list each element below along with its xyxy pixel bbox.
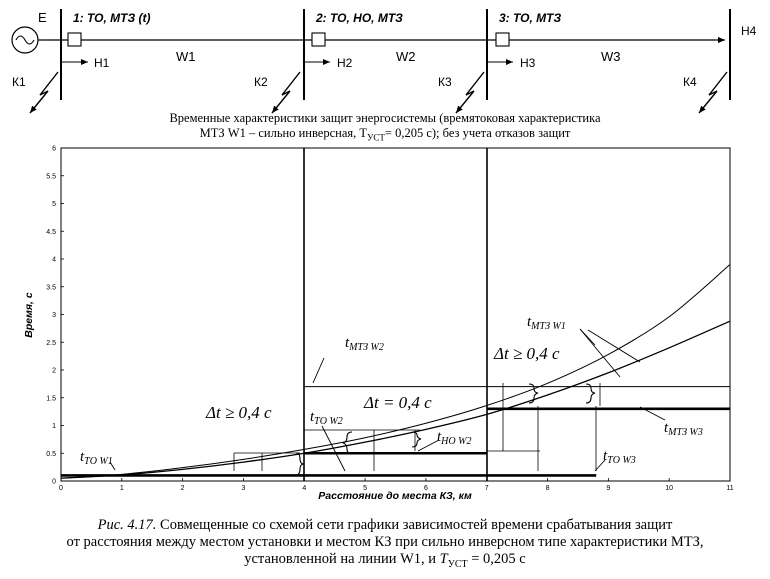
x-tick-label: 6	[424, 485, 428, 492]
label-t-mtz-w3: tМТЗ W3	[664, 420, 703, 438]
x-axis-ticks: 0 1 2 3 4 5 6 7 8 9 10 11	[59, 478, 734, 492]
x-tick-label: 5	[363, 485, 367, 492]
load-arrow-1	[60, 52, 88, 65]
delta-braces	[295, 383, 596, 476]
load-label-4: Н4	[741, 24, 757, 38]
load-arrow-3	[486, 52, 513, 65]
caption-line-3: установленной на линии W1, и TУСТ = 0,20…	[244, 551, 526, 570]
y-axis-ticks: 0 0.5 1 1.5 2 2.5 3 3.5 4 4.5 5 5.5 6	[46, 146, 64, 486]
line-label-w1: W1	[176, 49, 196, 64]
y-tick-label: 2.5	[46, 340, 56, 347]
chart-title-line-1: Временные характеристики защит энергосис…	[169, 111, 601, 125]
fault-label-k3: К3	[438, 75, 452, 89]
y-tick-label: 3.5	[46, 284, 56, 291]
fault-label-k2: К2	[254, 75, 268, 89]
load-arrow-2	[303, 52, 330, 65]
label-t-mtz-w2: tМТЗ W2	[345, 335, 384, 353]
series-line-1	[60, 320, 731, 479]
x-axis-label: Расстояние до места КЗ, км	[318, 490, 472, 502]
label-t-to-w1: tТО W1	[80, 449, 113, 467]
line-label-w2: W2	[396, 49, 416, 64]
y-tick-label: 6	[52, 146, 56, 153]
chart-title: Временные характеристики защит энергосис…	[0, 111, 770, 146]
x-tick-label: 0	[59, 485, 63, 492]
y-tick-label: 3	[52, 312, 56, 319]
chart: 0 1 2 3 4 5 6 7 8 9 10 11 0 0.5 1 1.5 2 2.5 3 3.5 4 4.5 5 5.5 6…	[23, 146, 734, 503]
y-tick-label: 5.5	[46, 173, 56, 180]
label-t-to-w3: tТО W3	[603, 448, 636, 466]
fault-icon-k3	[455, 71, 485, 114]
y-tick-label: 1	[52, 423, 56, 430]
station-label-1: 1: ТО, МТЗ (t)	[73, 11, 151, 25]
line-label-w3: W3	[601, 49, 621, 64]
delta-t-annotation-3: Δt ≥ 0,4 с	[493, 344, 560, 363]
fault-icon-k1	[29, 71, 59, 114]
y-tick-label: 0.5	[46, 451, 56, 458]
caption-line-1: Рис. 4.17. Совмещенные со схемой сети гр…	[97, 517, 673, 533]
chart-title-line-2: МТЗ W1 – сильно инверсная, TУСТ= 0,205 с…	[199, 126, 571, 143]
y-tick-label: 0	[52, 479, 56, 486]
x-tick-label: 4	[302, 485, 306, 492]
series-layer	[60, 264, 731, 479]
fault-icon-k2	[271, 71, 301, 114]
series-line-0	[60, 264, 731, 479]
y-tick-label: 1.5	[46, 395, 56, 402]
fault-label-k4: К4	[683, 75, 697, 89]
y-tick-label: 4.5	[46, 229, 56, 236]
figure-number: Рис. 4.17.	[97, 517, 157, 533]
station-label-3: 3: ТО, МТЗ	[499, 11, 562, 25]
y-tick-label: 4	[52, 257, 56, 264]
x-tick-label: 11	[726, 485, 733, 492]
caption-line-2: от расстояния между местом установки и м…	[66, 534, 704, 550]
y-tick-label: 2	[52, 368, 56, 375]
load-label-3: Н3	[520, 56, 536, 70]
x-tick-label: 3	[242, 485, 246, 492]
y-tick-label: 5	[52, 201, 56, 208]
x-tick-label: 7	[485, 485, 489, 492]
network-scheme: E 1: ТО, МТЗ (t) 2: ТО, НО, МТЗ 3: ТО, М…	[11, 9, 757, 114]
fault-icon-k4	[698, 71, 728, 114]
fault-label-k1: К1	[12, 75, 26, 89]
load-label-1: Н1	[94, 56, 110, 70]
breaker-icon-3	[495, 32, 510, 47]
breaker-icon-1	[67, 32, 82, 47]
label-t-mtz-w1: tМТЗ W1	[527, 314, 566, 332]
label-t-no-w2: tНО W2	[437, 429, 471, 447]
figure-caption: Рис. 4.17. Совмещенные со схемой сети гр…	[0, 517, 770, 573]
callout-lines	[109, 328, 666, 472]
station-label-2: 2: ТО, НО, МТЗ	[315, 11, 403, 25]
load-label-2: Н2	[337, 56, 353, 70]
breaker-icon-2	[311, 32, 326, 47]
source-label: E	[38, 10, 47, 25]
y-axis-label: Время, с	[23, 292, 35, 338]
x-tick-label: 10	[665, 485, 673, 492]
sine-icon	[15, 35, 35, 45]
label-t-to-w2: tТО W2	[310, 409, 343, 427]
x-tick-label: 1	[120, 485, 124, 492]
x-tick-label: 2	[181, 485, 185, 492]
x-tick-label: 8	[546, 485, 550, 492]
x-tick-label: 9	[606, 485, 610, 492]
delta-t-annotation-2: Δt = 0,4 с	[363, 393, 432, 412]
construction-lines	[233, 383, 601, 471]
delta-t-annotation-1: Δt ≥ 0,4 с	[205, 403, 272, 422]
